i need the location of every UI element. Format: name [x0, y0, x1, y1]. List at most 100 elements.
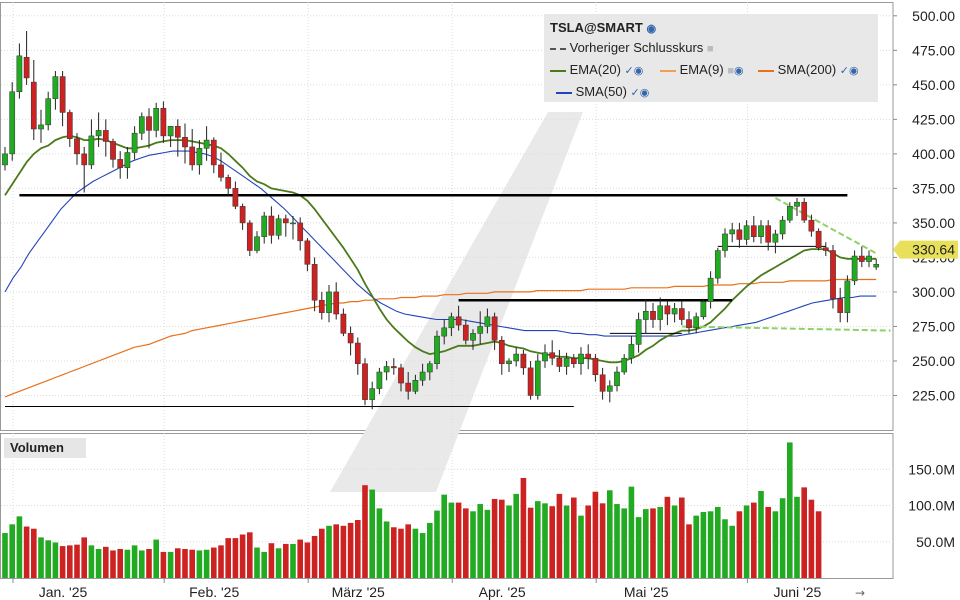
volume-bar — [239, 534, 246, 578]
candle-body — [23, 56, 30, 79]
legend-sma50[interactable]: SMA(50) ✓◉ — [556, 84, 649, 99]
volume-bar — [585, 505, 591, 578]
candle-body — [599, 374, 606, 392]
volume-bar — [31, 528, 37, 578]
candle-body — [167, 126, 174, 137]
volume-bar — [700, 512, 707, 578]
volume-bar — [556, 493, 563, 578]
volume-bar — [751, 502, 757, 578]
candle-body — [2, 153, 8, 166]
candle-body — [650, 311, 656, 320]
candle-body — [318, 299, 325, 313]
candle-body — [390, 366, 397, 369]
volume-bar — [225, 538, 231, 578]
volume-bar — [340, 525, 347, 578]
candle-body — [700, 301, 707, 318]
candle-body — [333, 291, 340, 315]
volume-bar — [549, 506, 555, 578]
x-tick-label: Feb. '25 — [189, 584, 239, 600]
volume-bar — [153, 539, 159, 578]
volume-bar — [506, 505, 512, 578]
price-tick-label: 350.00 — [912, 215, 955, 231]
volume-bar — [405, 524, 411, 578]
candle-body — [311, 264, 318, 301]
candle-body — [419, 371, 426, 381]
volume-bar — [801, 487, 807, 578]
check-icon: ✓ — [630, 87, 640, 99]
volume-bar — [527, 507, 534, 578]
volume-bar — [211, 547, 217, 578]
candle-body — [246, 222, 253, 251]
legend-ema20[interactable]: EMA(20) ✓◉ — [550, 62, 643, 77]
candle-body — [153, 108, 160, 131]
candle-body — [290, 222, 296, 225]
candle-body — [642, 311, 649, 320]
candle-body — [498, 340, 505, 364]
scroll-right-icon: → — [855, 586, 865, 600]
volume-bar — [499, 499, 505, 578]
volume-bar — [232, 538, 239, 578]
candle-body — [441, 327, 448, 337]
candle-body — [131, 132, 138, 153]
price-tick-label: 250.00 — [912, 353, 955, 369]
check-icon: ✓ — [839, 65, 849, 77]
candle-body — [362, 363, 368, 400]
candle-body — [484, 316, 491, 327]
volume-bar — [362, 485, 368, 578]
volume-bar — [347, 522, 354, 578]
candle-body — [556, 357, 563, 367]
globe-icon: ◉ — [639, 87, 650, 99]
volume-bar — [304, 542, 311, 578]
candle-body — [203, 139, 210, 149]
volume-bar — [643, 509, 649, 578]
candle-body — [239, 206, 246, 224]
candle-body — [765, 225, 772, 243]
price-tick-label: 400.00 — [912, 146, 955, 162]
volume-bar — [369, 489, 375, 578]
candle-body — [592, 357, 599, 376]
legend-prev-close[interactable]: Vorheriger Schlusskurs ■ — [550, 40, 714, 55]
candle-body — [369, 388, 376, 400]
volume-bar — [621, 508, 627, 578]
volume-bar — [297, 539, 303, 578]
legend-ema9[interactable]: EMA(9) ■◉ — [660, 62, 744, 77]
volume-bar — [794, 496, 800, 578]
volume-bar — [412, 528, 419, 578]
legend-sma200[interactable]: SMA(200) ✓◉ — [758, 62, 859, 77]
volume-bar — [779, 498, 786, 578]
candle-body — [455, 316, 462, 326]
volume-bar — [693, 515, 699, 578]
candle-body — [268, 215, 275, 236]
volume-bar — [2, 533, 8, 578]
volume-bar — [88, 545, 95, 578]
candle-body — [38, 124, 44, 130]
candle-body — [95, 130, 102, 137]
candle-body — [110, 141, 116, 160]
volume-bar — [117, 549, 123, 578]
volume-bar — [808, 499, 815, 578]
volume-bar — [542, 503, 548, 578]
volume-bar — [391, 527, 397, 578]
volume-bar — [513, 493, 519, 578]
price-tick-label: 300.00 — [912, 284, 955, 300]
volume-bar — [311, 535, 318, 578]
candle-body — [470, 333, 476, 341]
volume-bar — [535, 501, 541, 578]
candle-body — [398, 367, 404, 384]
candle-body — [340, 313, 347, 334]
check-icon: ✓ — [624, 65, 634, 77]
candle-body — [491, 316, 498, 341]
x-tick-label: Mai '25 — [624, 584, 669, 600]
volume-bar — [38, 537, 44, 578]
volume-bar — [52, 542, 59, 578]
candle-body — [30, 81, 37, 130]
candle-body — [743, 225, 750, 240]
volume-bar — [477, 504, 483, 578]
x-tick-label: Apr. '25 — [479, 584, 526, 600]
volume-bar — [16, 516, 23, 578]
candle-body — [657, 305, 664, 320]
last-price-tag — [893, 240, 958, 259]
candle-body — [621, 357, 628, 373]
volume-bar — [319, 528, 325, 578]
volume-bar — [124, 549, 131, 578]
